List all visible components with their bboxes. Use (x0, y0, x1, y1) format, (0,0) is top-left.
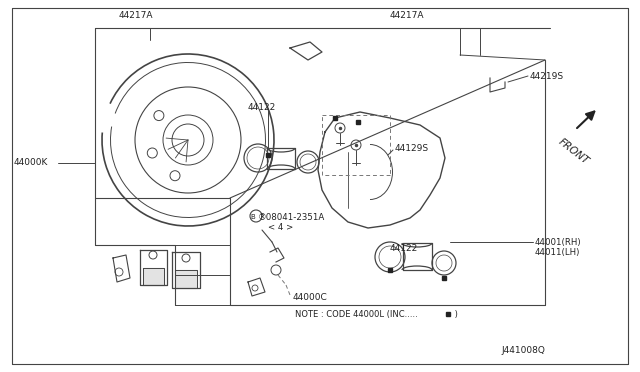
Text: NOTE : CODE 44000L (INC.....: NOTE : CODE 44000L (INC..... (295, 310, 418, 319)
Text: 44129S: 44129S (395, 144, 429, 153)
Text: 44219S: 44219S (530, 72, 564, 81)
Text: J441008Q: J441008Q (501, 346, 545, 355)
Text: 44001(RH): 44001(RH) (535, 238, 582, 247)
Text: FRONT: FRONT (556, 137, 590, 167)
Text: 44000C: 44000C (293, 293, 328, 302)
Polygon shape (143, 268, 164, 285)
Text: B: B (251, 214, 255, 220)
Text: ®08041-2351A: ®08041-2351A (258, 213, 325, 222)
Text: 44217A: 44217A (390, 11, 424, 20)
Polygon shape (175, 270, 197, 288)
Text: 44122: 44122 (390, 244, 419, 253)
Text: 44011(LH): 44011(LH) (535, 248, 580, 257)
Text: ): ) (452, 310, 458, 319)
Text: 44122: 44122 (248, 103, 276, 112)
Text: < 4 >: < 4 > (268, 223, 293, 232)
Text: 44217A: 44217A (119, 11, 154, 20)
Text: 44000K: 44000K (14, 157, 49, 167)
